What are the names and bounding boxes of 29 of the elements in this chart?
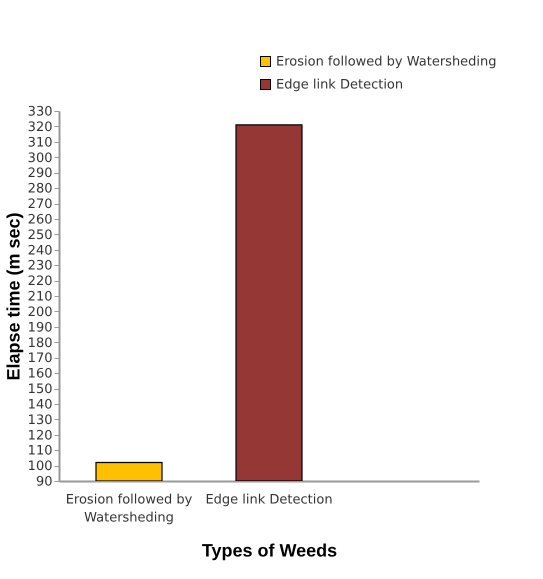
y-tick-label: 330 [28, 104, 52, 120]
legend-label: Erosion followed by Watersheding [276, 54, 497, 70]
y-tick-label: 140 [28, 397, 52, 412]
y-tick-label: 220 [28, 274, 52, 290]
y-tick-label: 90 [36, 474, 52, 490]
y-tick-label: 320 [28, 120, 52, 135]
y-tick-label: 120 [28, 428, 52, 444]
y-tick-label: 160 [28, 366, 52, 382]
y-tick-label: 290 [28, 166, 52, 182]
y-tick-label: 260 [28, 212, 52, 228]
y-tick-label: 190 [28, 320, 52, 336]
y-tick-label: 170 [28, 351, 52, 366]
y-tick-label: 230 [28, 258, 52, 274]
y-tick-label: 100 [28, 459, 52, 474]
y-tick-label: 280 [28, 182, 52, 197]
y-tick-label: 270 [28, 197, 52, 212]
y-axis-title: Elapse time (m sec) [4, 212, 24, 381]
y-tick-label: 310 [28, 135, 52, 150]
y-tick-label: 210 [28, 290, 52, 304]
y-tick-label: 200 [28, 304, 52, 320]
y-tick-label: 130 [28, 412, 52, 428]
y-tick-label: 240 [28, 243, 52, 258]
y-tick-label: 300 [28, 150, 52, 166]
y-tick-label: 180 [28, 336, 52, 351]
y-tick-label: 110 [28, 444, 52, 459]
x-axis-title: Types of Weeds [202, 540, 338, 560]
y-tick-label: 150 [28, 382, 52, 397]
y-tick-label: 250 [28, 228, 52, 243]
legend-label: Edge link Detection [276, 78, 404, 92]
